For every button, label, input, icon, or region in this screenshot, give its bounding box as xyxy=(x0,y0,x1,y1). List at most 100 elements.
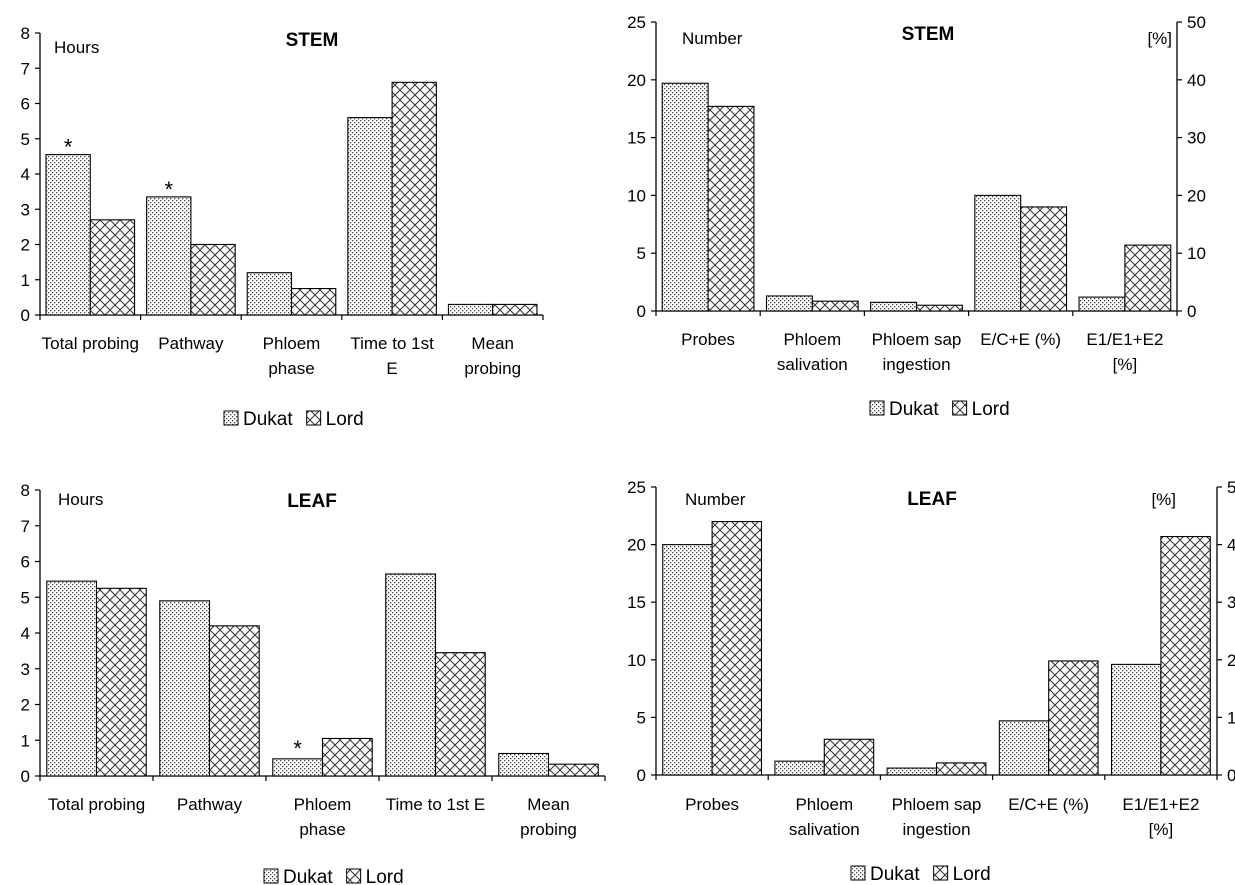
bar-lord-5 xyxy=(547,763,599,777)
bar-lord-5 xyxy=(1160,535,1211,776)
x-category-label: Phloem sap xyxy=(872,330,962,349)
bar-dukat-4 xyxy=(385,573,437,777)
bar-dukat-2 xyxy=(159,600,211,777)
significance-star: * xyxy=(164,177,173,202)
bar-lord-4 xyxy=(391,81,437,316)
chart-panel-1: 0 1 2 3 4 5 6 7 8 * * Total probing Pathway Phloem pha… xyxy=(21,24,544,430)
x-category-label: probing xyxy=(520,820,577,839)
bar-lord-2 xyxy=(208,625,260,777)
x-category-label: Probes xyxy=(681,330,735,349)
x-category-label: Pathway xyxy=(177,795,243,814)
y-tick-label: 6 xyxy=(21,95,30,114)
bar-dukat-2 xyxy=(765,295,813,312)
x-category-label: Pathway xyxy=(158,334,224,353)
bar-lord-4 xyxy=(1020,206,1068,312)
legend-label: Lord xyxy=(972,399,1010,420)
y-tick-label: 0 xyxy=(637,766,646,785)
y-tick-label: 4 xyxy=(21,624,30,643)
y-tick-label: 5 xyxy=(21,588,30,607)
legend-label: Dukat xyxy=(243,409,293,430)
legend-label: Dukat xyxy=(283,867,333,885)
y-axis-unit-label: Number xyxy=(682,29,743,48)
y-right-tick-label: 20 xyxy=(1227,651,1235,670)
y-tick-label: 1 xyxy=(21,731,30,750)
bar-lord-2 xyxy=(823,738,875,776)
y-tick-label: 0 xyxy=(637,302,646,321)
x-category-label: Phloem sap xyxy=(892,795,982,814)
bar-dukat-3 xyxy=(870,301,918,312)
legend-label: Lord xyxy=(366,867,404,885)
significance-star: * xyxy=(64,135,73,160)
bar-lord-5 xyxy=(1124,244,1172,312)
y-right-tick-label: 0 xyxy=(1227,766,1235,785)
legend-swatch-dukat xyxy=(223,410,239,426)
bar-dukat-3 xyxy=(886,767,938,776)
bar-lord-3 xyxy=(321,737,373,777)
y-tick-label: 0 xyxy=(21,306,30,325)
chart-panel-3: 0 1 2 3 4 5 6 7 8 * Total probing Pathway Phloem phas… xyxy=(21,481,606,885)
bar-dukat-5 xyxy=(1078,296,1126,312)
y-axis-unit-label: Number xyxy=(685,490,746,509)
y-tick-label: 25 xyxy=(627,13,646,32)
bar-dukat-5 xyxy=(498,752,550,777)
y-axis-unit-label: Hours xyxy=(58,490,103,509)
y-tick-label: 7 xyxy=(21,517,30,536)
x-category-label: Total probing xyxy=(48,795,145,814)
x-category-label: Phloem xyxy=(263,334,321,353)
bar-dukat-1 xyxy=(45,154,91,316)
bar-lord-1 xyxy=(89,219,136,316)
legend-label: Lord xyxy=(953,864,991,885)
x-category-label: E/C+E (%) xyxy=(980,330,1061,349)
y-right-tick-label: 20 xyxy=(1187,186,1206,205)
y-right-tick-label: 30 xyxy=(1227,593,1235,612)
legend-swatch-dukat xyxy=(869,400,885,416)
bar-lord-1 xyxy=(95,587,147,777)
x-category-label: [%] xyxy=(1149,820,1174,839)
legend-swatch-lord xyxy=(346,868,362,884)
bar-dukat-3 xyxy=(246,272,293,316)
y-tick-label: 7 xyxy=(21,59,30,78)
x-category-label: salivation xyxy=(777,355,848,374)
x-category-label: probing xyxy=(464,359,521,378)
bar-dukat-5 xyxy=(1110,663,1162,776)
x-category-label: E1/E1+E2 xyxy=(1122,795,1199,814)
bar-dukat-1 xyxy=(661,82,709,312)
bar-lord-3 xyxy=(935,762,987,776)
legend-label: Dukat xyxy=(889,399,939,420)
y-tick-label: 15 xyxy=(627,593,646,612)
chart-title: LEAF xyxy=(907,489,957,510)
x-category-label: [%] xyxy=(1113,355,1138,374)
y-tick-label: 3 xyxy=(21,200,30,219)
y-tick-label: 2 xyxy=(21,696,30,715)
bar-lord-3 xyxy=(290,288,337,316)
y-right-tick-label: 10 xyxy=(1187,244,1206,263)
x-category-label: Time to 1st E xyxy=(386,795,486,814)
bar-lord-5 xyxy=(492,303,538,316)
bar-lord-4 xyxy=(434,652,486,777)
legend-swatch-dukat xyxy=(263,868,279,884)
x-category-label: phase xyxy=(268,359,314,378)
bar-dukat-4 xyxy=(347,117,393,316)
x-category-label: ingestion xyxy=(882,355,950,374)
y-right-tick-label: 30 xyxy=(1187,129,1206,148)
y-tick-label: 5 xyxy=(637,708,646,727)
x-category-label: E xyxy=(386,359,397,378)
bar-lord-4 xyxy=(1048,660,1099,776)
y-right-tick-label: 50 xyxy=(1187,13,1206,32)
x-category-label: Phloem xyxy=(795,795,853,814)
y-tick-label: 25 xyxy=(627,478,646,497)
x-category-label: salivation xyxy=(789,820,860,839)
chart-title: STEM xyxy=(286,30,339,51)
legend-swatch-lord xyxy=(952,400,968,416)
x-category-label: Probes xyxy=(685,795,739,814)
y-tick-label: 5 xyxy=(637,244,646,263)
y-tick-label: 6 xyxy=(21,553,30,572)
y-right-tick-label: 0 xyxy=(1187,302,1196,321)
x-category-label: E1/E1+E2 xyxy=(1086,330,1163,349)
bar-dukat-2 xyxy=(774,760,825,776)
y-right-tick-label: 40 xyxy=(1187,71,1206,90)
bar-dukat-4 xyxy=(998,720,1050,776)
legend-swatch-lord xyxy=(933,865,949,881)
y-right-tick-label: 10 xyxy=(1227,708,1235,727)
